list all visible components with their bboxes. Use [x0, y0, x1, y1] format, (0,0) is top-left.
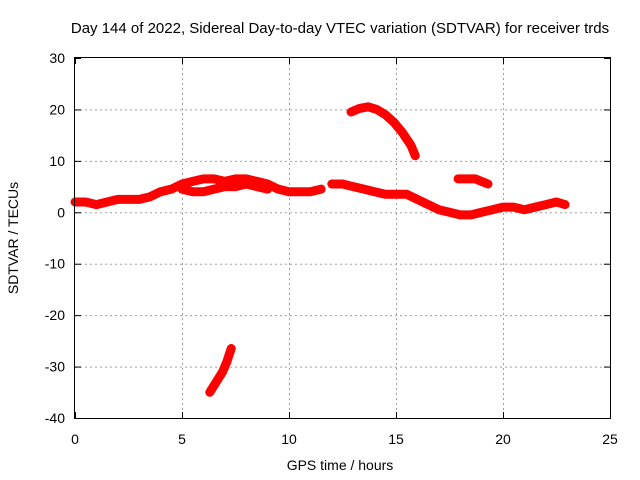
data-point: [454, 174, 463, 183]
data-point: [347, 108, 356, 116]
data-point: [398, 128, 407, 137]
y-tick-label: 10: [49, 153, 65, 169]
data-point: [145, 192, 154, 201]
data-point: [222, 357, 231, 366]
data-point: [263, 185, 272, 194]
data-point: [402, 190, 411, 199]
data-point: [381, 190, 390, 199]
data-point: [306, 187, 315, 196]
data-point: [462, 174, 471, 183]
x-tick-label: 15: [388, 431, 404, 447]
data-point: [188, 187, 197, 196]
y-tick-label: 20: [49, 101, 65, 117]
data-point: [327, 180, 336, 188]
y-tick-label: -10: [45, 256, 65, 272]
data-point: [381, 110, 390, 119]
data-point: [520, 205, 529, 214]
data-point: [210, 174, 219, 183]
data-point: [355, 104, 364, 113]
tick-layer: 0 5 10 15 20 25 -40 -30 -20 -10 0 10 20 30: [45, 50, 618, 447]
data-point: [218, 367, 227, 376]
data-point: [212, 378, 221, 386]
y-tick-label: -20: [45, 307, 65, 323]
y-tick-label: 30: [49, 50, 65, 66]
data-point: [135, 195, 144, 204]
data-point: [156, 187, 165, 196]
series-main: [70, 174, 326, 210]
series-short-segment: [453, 174, 493, 189]
data-point: [477, 177, 486, 186]
data-point: [389, 118, 398, 127]
data-point: [471, 174, 480, 183]
data-point: [466, 210, 475, 219]
data-point: [488, 205, 497, 214]
x-tick-label: 10: [281, 431, 297, 447]
series-main-lower: [177, 179, 273, 197]
data-point: [484, 180, 493, 188]
data-point: [285, 187, 293, 196]
x-tick-label: 0: [71, 431, 79, 447]
data-point: [227, 344, 236, 353]
data-point: [364, 102, 373, 111]
data-point: [531, 203, 540, 212]
data-point: [231, 182, 240, 191]
data-point: [295, 187, 304, 196]
series-layer: [70, 102, 570, 397]
y-tick-label: -30: [45, 359, 65, 375]
series-arc-high: [346, 102, 420, 161]
data-point: [113, 195, 122, 204]
data-point: [509, 203, 518, 212]
data-point: [231, 174, 240, 183]
series-main-right: [327, 179, 570, 220]
data-point: [445, 208, 454, 217]
data-point: [210, 185, 219, 194]
data-point: [274, 185, 283, 194]
data-point: [561, 200, 570, 209]
data-point: [541, 200, 550, 209]
data-point: [338, 180, 347, 188]
data-point: [199, 174, 208, 183]
data-point: [220, 182, 229, 191]
data-point: [370, 187, 379, 196]
series-arc-low: [205, 344, 236, 397]
data-point: [411, 151, 420, 160]
data-point: [424, 200, 433, 209]
data-point: [359, 185, 368, 194]
data-point: [499, 203, 507, 212]
data-point: [552, 198, 561, 206]
data-point: [81, 198, 90, 206]
x-tick-label: 5: [178, 431, 186, 447]
data-point: [372, 105, 381, 114]
x-axis-label: GPS time / hours: [287, 457, 394, 473]
data-point: [167, 185, 176, 194]
y-tick-label: -40: [45, 410, 65, 426]
x-tick-label: 20: [495, 431, 511, 447]
data-point: [317, 185, 326, 194]
data-point: [349, 182, 358, 191]
data-point: [477, 208, 486, 217]
data-point: [406, 141, 415, 150]
plot-frame: [74, 57, 611, 419]
data-point: [205, 388, 214, 397]
data-point: [92, 200, 101, 209]
data-point: [242, 180, 251, 188]
y-axis-label: SDTVAR / TECUs: [5, 182, 21, 294]
data-point: [413, 195, 422, 204]
data-point: [103, 198, 112, 206]
data-point: [252, 182, 261, 191]
x-tick-label: 25: [602, 431, 618, 447]
data-point: [178, 185, 186, 194]
data-point: [434, 205, 443, 214]
data-point: [392, 190, 400, 199]
data-point: [199, 187, 208, 196]
data-point: [456, 210, 465, 219]
data-point: [188, 177, 197, 186]
data-point: [124, 195, 133, 204]
chart-title: Day 144 of 2022, Sidereal Day-to-day VTE…: [71, 20, 609, 37]
y-tick-label: 0: [57, 204, 65, 220]
